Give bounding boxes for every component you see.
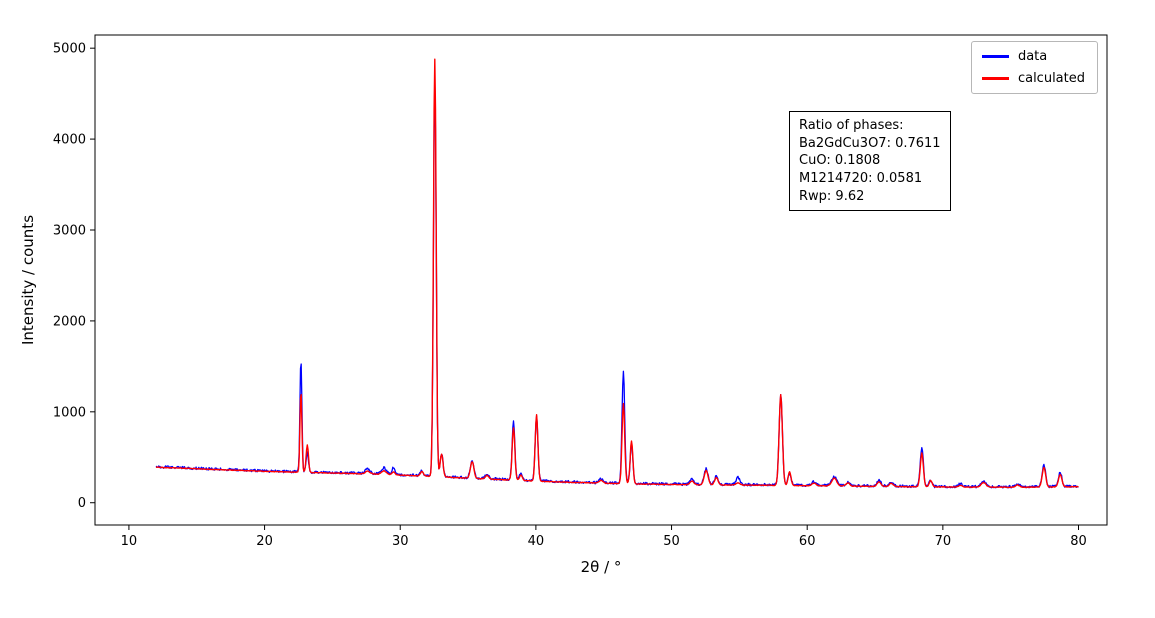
x-tick-label: 20 xyxy=(256,534,273,549)
x-tick-label: 30 xyxy=(392,534,409,549)
x-tick-label: 50 xyxy=(663,534,680,549)
annotation-line: M1214720: 0.0581 xyxy=(799,171,923,187)
y-axis-label: Intensity / counts xyxy=(19,214,37,346)
y-tick-label: 4000 xyxy=(53,133,86,148)
series-line-calculated xyxy=(155,58,1079,489)
legend-entry-data: data xyxy=(981,49,1085,64)
x-tick-label: 80 xyxy=(1070,534,1087,549)
annotation-line: CuO: 0.1808 xyxy=(799,153,881,169)
legend: data calculated xyxy=(970,41,1098,94)
x-axis-label: 2θ / ° xyxy=(580,558,622,576)
legend-label-data: data xyxy=(1017,49,1048,64)
phase-ratio-annotation: Ratio of phases: Ba2GdCu3O7: 0.7611 CuO:… xyxy=(789,111,951,212)
annotation-line: Ratio of phases: xyxy=(799,118,904,133)
data-series-swatch xyxy=(981,55,1009,58)
y-tick-label: 1000 xyxy=(53,405,86,420)
legend-entry-calculated: calculated xyxy=(981,71,1085,86)
x-tick-label: 40 xyxy=(528,534,545,549)
x-tick-label: 10 xyxy=(121,534,138,549)
legend-label-calculated: calculated xyxy=(1017,71,1085,86)
annotation-line: Ba2GdCu3O7: 0.7611 xyxy=(799,135,941,151)
axes-frame xyxy=(94,34,1108,526)
y-tick-label: 0 xyxy=(78,496,86,511)
x-tick-label: 70 xyxy=(935,534,952,549)
y-tick-label: 2000 xyxy=(53,314,86,329)
y-tick-label: 3000 xyxy=(53,224,86,239)
x-tick-label: 60 xyxy=(799,534,816,549)
annotation-line: Rwp: 9.62 xyxy=(799,188,865,204)
calculated-series-swatch xyxy=(981,77,1009,80)
y-tick-label: 5000 xyxy=(53,42,86,57)
